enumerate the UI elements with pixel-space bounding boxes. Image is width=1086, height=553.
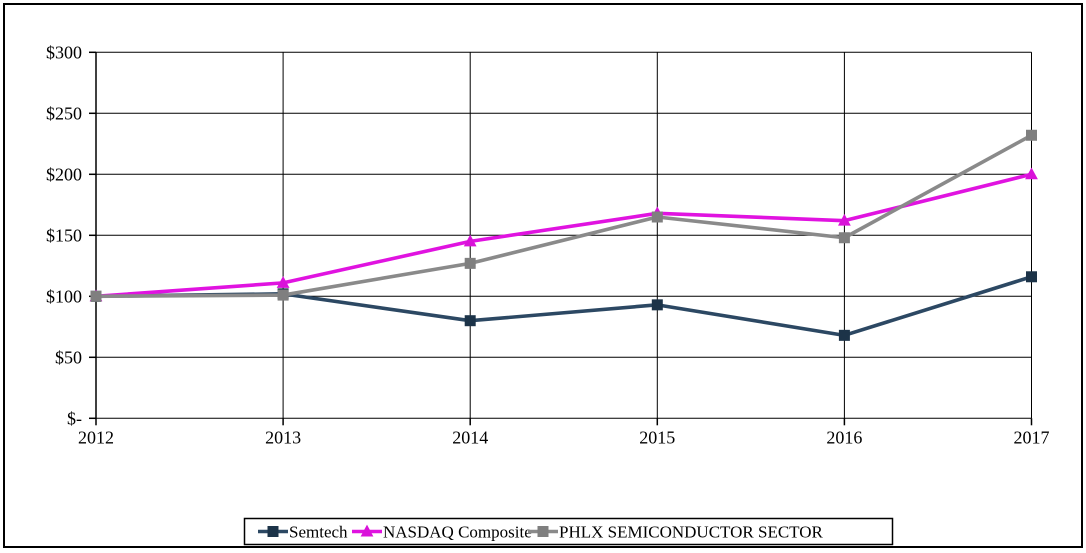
x-axis-tick-label: 2014 xyxy=(452,427,488,447)
y-axis-tick-label: $50 xyxy=(55,347,82,367)
series-marker-phlx-semiconductor-sector xyxy=(651,211,663,223)
legend-label-semtech: Semtech xyxy=(289,523,348,542)
series-marker-phlx-semiconductor-sector xyxy=(90,290,102,302)
series-marker-nasdaq-composite xyxy=(1025,167,1038,180)
y-axis-tick-label: $150 xyxy=(46,225,82,245)
series-marker-semtech xyxy=(838,329,850,341)
series-marker-phlx-semiconductor-sector xyxy=(464,257,476,269)
y-axis-tick-label: $200 xyxy=(46,164,82,184)
x-axis-tick-label: 2015 xyxy=(639,427,675,447)
series-marker-phlx-semiconductor-sector xyxy=(277,289,289,301)
figure-border xyxy=(3,3,1083,548)
series-marker-nasdaq-composite xyxy=(463,234,477,247)
series-marker-semtech xyxy=(464,315,476,327)
series-marker-semtech xyxy=(1026,271,1037,283)
series-marker-phlx-semiconductor-sector xyxy=(838,232,850,244)
y-axis-tick-label: $250 xyxy=(46,103,82,123)
x-axis-tick-label: 2013 xyxy=(265,427,301,447)
series-marker-semtech xyxy=(651,299,663,311)
x-axis-tick-label: 2017 xyxy=(1014,427,1050,447)
y-axis-tick-label: $- xyxy=(67,408,82,428)
series-marker-phlx-semiconductor-sector xyxy=(537,526,549,537)
series-marker-phlx-semiconductor-sector xyxy=(1026,129,1037,141)
y-axis-tick-label: $100 xyxy=(46,286,82,306)
series-line-nasdaq-composite xyxy=(94,172,1034,299)
series-marker-nasdaq-composite xyxy=(360,524,374,537)
legend-box xyxy=(243,517,894,546)
x-axis-tick-label: 2012 xyxy=(78,427,114,447)
series-marker-semtech xyxy=(267,526,279,537)
series-marker-nasdaq-composite xyxy=(276,276,290,288)
y-axis-tick-label: $300 xyxy=(46,42,82,62)
legend-label-nasdaq-composite: NASDAQ Composite xyxy=(383,523,532,542)
series-marker-nasdaq-composite xyxy=(838,213,851,226)
series-line-phlx-semiconductor-sector xyxy=(94,133,1034,299)
legend-label-phlx-semiconductor-sector: PHLX SEMICONDUCTOR SECTOR xyxy=(559,523,824,542)
x-axis-tick-label: 2016 xyxy=(826,427,862,447)
